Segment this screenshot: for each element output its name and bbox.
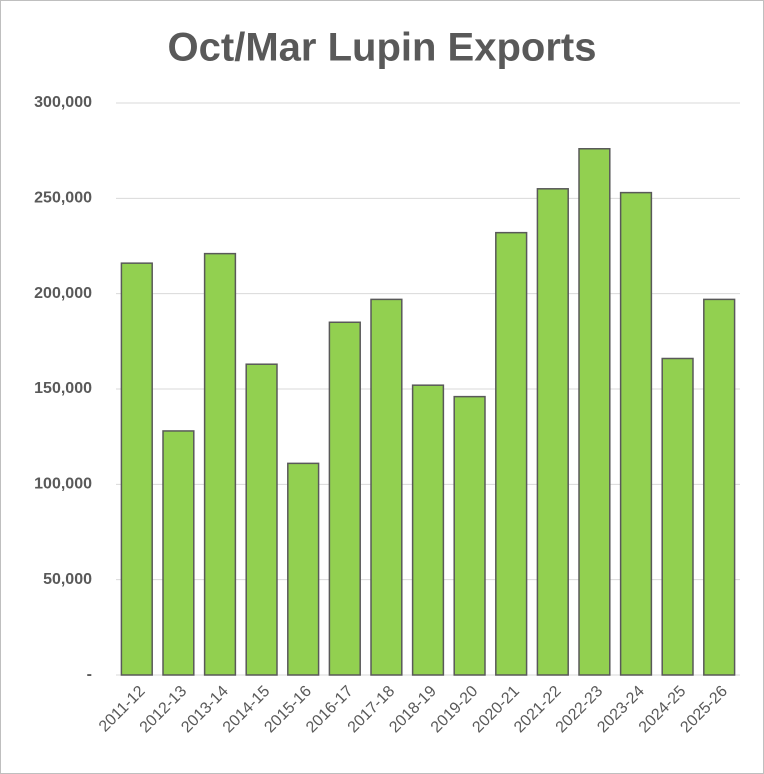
bar [245,363,278,676]
bar [370,298,403,676]
bar [453,395,486,676]
chart-title: Oct/Mar Lupin Exports [168,26,597,70]
bar [411,384,445,676]
bar [328,321,361,676]
bar [162,430,195,676]
bar [619,191,653,676]
y-tick-label: 100,000 [34,476,92,493]
bar [661,357,694,676]
bar [703,298,736,676]
y-tick-label: 200,000 [34,285,92,302]
bar [120,262,153,676]
y-tick-label: 250,000 [34,190,92,207]
bar [287,462,320,676]
y-tick-label: 150,000 [34,380,92,397]
y-tick-label: - [87,666,92,683]
bar [578,148,611,676]
bar [495,231,528,676]
bar [536,188,569,676]
y-tick-label: 50,000 [43,571,92,588]
y-tick-label: 300,000 [34,94,92,111]
bar [203,252,237,676]
